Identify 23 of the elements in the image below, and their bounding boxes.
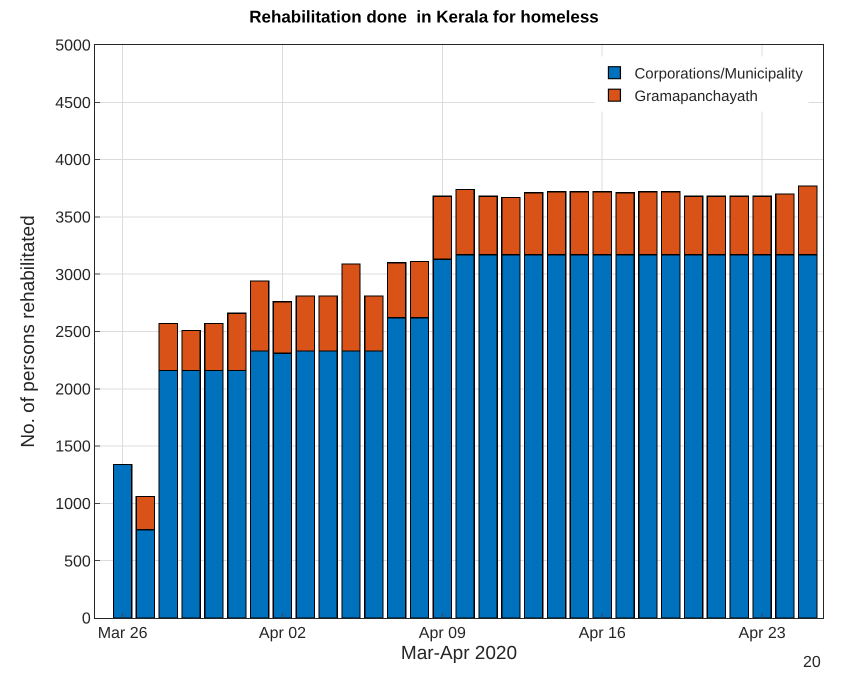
y-axis-title: No. of persons rehabilitated bbox=[18, 215, 40, 448]
legend-label: Gramapanchayath bbox=[634, 88, 758, 106]
y-tick-label: 3500 bbox=[55, 210, 91, 226]
x-tick-label: Mar 26 bbox=[98, 625, 148, 642]
chart-title: Rehabilitation done in Kerala for homeless bbox=[249, 7, 599, 26]
y-tick-label: 1500 bbox=[55, 438, 91, 456]
x-tick-label: Apr 02 bbox=[258, 625, 306, 642]
x-tick-label: Apr 09 bbox=[418, 625, 466, 642]
y-tick-label: 5000 bbox=[55, 38, 91, 55]
y-tick-label: 2500 bbox=[55, 324, 91, 342]
x-tick-label: Apr 16 bbox=[578, 625, 626, 642]
y-tick-label: 4500 bbox=[55, 94, 91, 112]
x-axis-title: Mar-Apr 2020 bbox=[400, 643, 518, 664]
y-tick-label: 1000 bbox=[55, 496, 91, 513]
bar bbox=[112, 464, 132, 618]
y-tick-label: 4000 bbox=[55, 152, 91, 170]
x-tick-label: Apr 23 bbox=[738, 625, 786, 642]
legend-label: Corporations/Municipality bbox=[634, 66, 804, 83]
text: 20 bbox=[803, 654, 821, 671]
y-tick-label: 0 bbox=[82, 610, 91, 628]
y-tick-label: 500 bbox=[64, 553, 91, 570]
y-tick-label: 2000 bbox=[55, 381, 91, 398]
y-tick-label: 3000 bbox=[55, 266, 91, 284]
